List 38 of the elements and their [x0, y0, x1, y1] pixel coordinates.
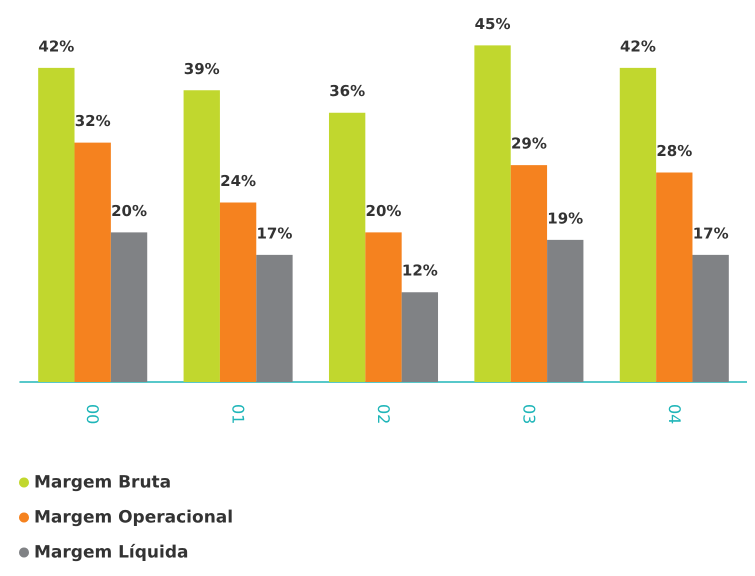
data-label: 24%: [220, 172, 256, 190]
bar: [620, 68, 656, 382]
legend-label: Margem Bruta: [34, 472, 172, 492]
data-label: 42%: [620, 37, 656, 56]
data-label: 28%: [656, 142, 692, 160]
bar: [474, 45, 511, 382]
bar: [256, 254, 293, 382]
data-label: 17%: [692, 224, 729, 242]
bar: [38, 68, 75, 382]
bar: [365, 232, 402, 382]
x-tick-label: 04: [664, 404, 684, 424]
bar: [328, 112, 366, 382]
bar: [656, 172, 692, 382]
x-tick-label: 00: [83, 404, 102, 424]
legend-label: Margem Líquida: [34, 542, 189, 562]
x-tick-label: 01: [228, 404, 248, 424]
data-label: 45%: [474, 14, 511, 33]
data-label: 20%: [111, 202, 148, 220]
data-label: 19%: [547, 209, 584, 228]
bar: [110, 232, 148, 382]
x-tick-label: 03: [519, 404, 538, 424]
bar: [692, 254, 729, 382]
bar: [74, 142, 111, 382]
data-label: 32%: [74, 112, 111, 130]
bar: [402, 292, 438, 382]
data-label: 36%: [329, 82, 366, 100]
bar: [184, 90, 220, 382]
data-label: 42%: [38, 37, 74, 56]
x-tick-label: 02: [374, 404, 393, 424]
data-label: 20%: [366, 202, 402, 220]
data-label: 39%: [184, 60, 220, 78]
data-label: 29%: [510, 134, 547, 153]
bar: [220, 202, 256, 382]
bar: [510, 165, 548, 382]
data-label: 17%: [256, 224, 292, 242]
data-label: 12%: [402, 262, 438, 280]
legend-label: Margem Operacional: [34, 508, 234, 528]
bar: [547, 240, 584, 382]
